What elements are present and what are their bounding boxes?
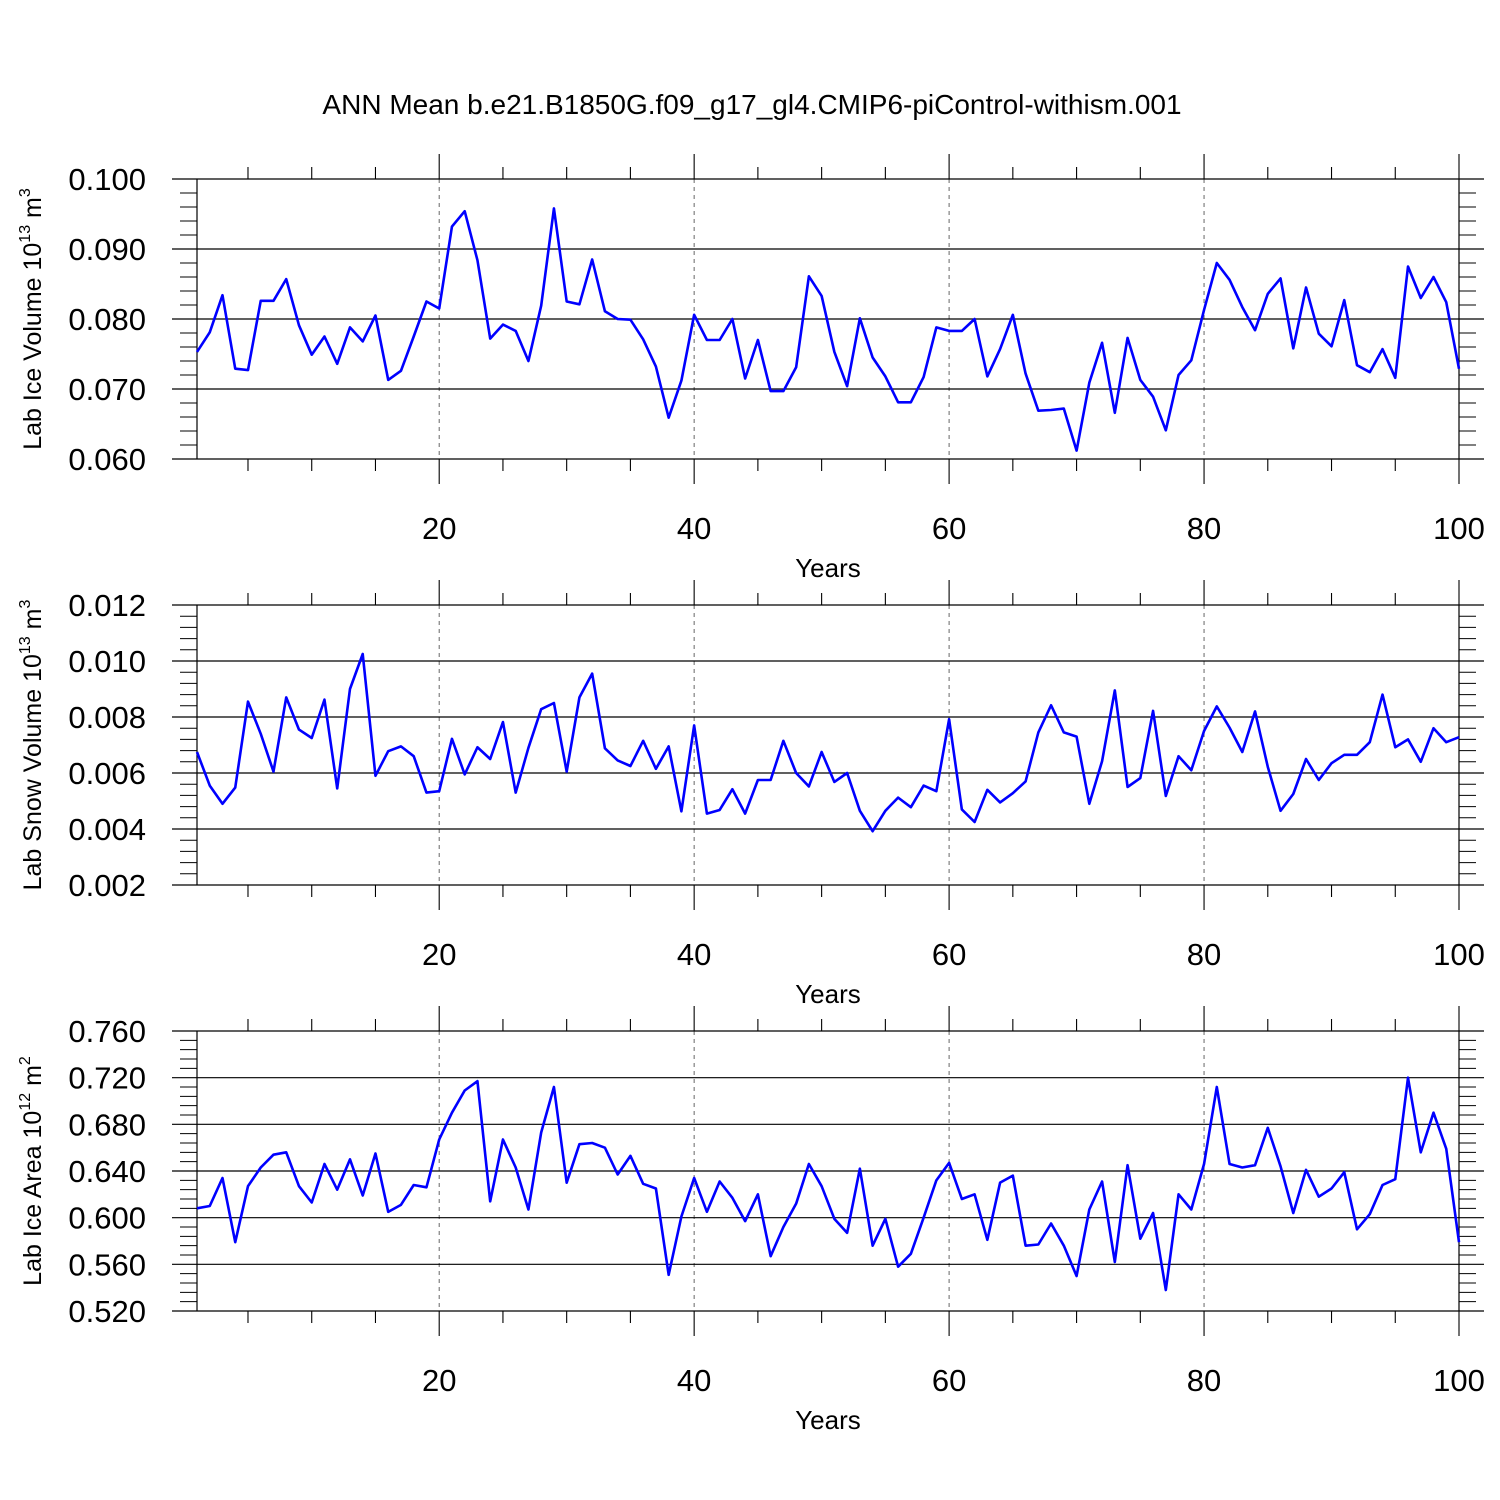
snow-volume-xtick-label: 60 [932, 937, 966, 972]
ice-volume-ylabel-main: Lab Ice Volume 10 [19, 243, 47, 450]
ice-area-ytick-label: 0.720 [68, 1061, 146, 1096]
ice-area-xlabel: Years [795, 1405, 861, 1435]
ice-area-series-line [196, 1076, 1461, 1292]
ice-area-panel: 0.520 0.560 0.600 0.640 0.680 0.720 0.760 20 40 6… [17, 1006, 1485, 1435]
snow-volume-xtick-label: 20 [422, 937, 456, 972]
ice-area-xtick-label: 80 [1187, 1363, 1221, 1398]
ice-volume-ylabel-unit: m [19, 197, 47, 225]
snow-volume-xlabel: Years [795, 979, 861, 1009]
ice-area-xtick-label: 20 [422, 1363, 456, 1398]
ice-volume-ylabel: Lab Ice Volume 1013 m3 [17, 188, 47, 450]
ice-volume-xtick-label: 80 [1187, 511, 1221, 546]
snow-volume-series-line [195, 652, 1460, 833]
ice-volume-xtick-label: 20 [422, 511, 456, 546]
ice-area-ylabel: Lab Ice Area 1012 m2 [17, 1056, 47, 1286]
snow-volume-panel: 0.002 0.004 0.006 0.008 0.010 0.012 20 40 60 80 10… [17, 580, 1485, 1009]
ice-area-ytick-label: 0.680 [68, 1107, 146, 1142]
snow-volume-ytick-label: 0.012 [68, 588, 146, 623]
ice-area-ylabel-main: Lab Ice Area 10 [19, 1111, 47, 1286]
ice-volume-ytick-label: 0.070 [68, 372, 146, 407]
ice-area-ytick-label: 0.760 [68, 1014, 146, 1049]
ice-volume-panel: 0.060 0.070 0.080 0.090 0.100 20 40 60 80 100 Year… [17, 154, 1485, 583]
snow-volume-ytick-label: 0.010 [68, 644, 146, 679]
ice-area-ylabel-unit: m [19, 1065, 47, 1093]
snow-volume-ytick-label: 0.002 [68, 868, 146, 903]
ice-area-xtick-label: 60 [932, 1363, 966, 1398]
ice-area-xtick-label: 100 [1433, 1363, 1485, 1398]
snow-volume-ylabel-unit-exp: 3 [17, 600, 34, 609]
ice-area-ytick-label: 0.640 [68, 1154, 146, 1189]
ice-volume-ytick-label: 0.100 [68, 162, 146, 197]
snow-volume-xtick-label: 100 [1433, 937, 1485, 972]
ice-volume-series-line [195, 207, 1461, 452]
ice-volume-xtick-label: 100 [1433, 511, 1485, 546]
ice-volume-ylabel-exp: 13 [17, 225, 34, 243]
ice-area-xtick-label: 40 [677, 1363, 711, 1398]
snow-volume-ylabel-main: Lab Snow Volume 10 [19, 654, 47, 890]
snow-volume-xtick-label: 80 [1187, 937, 1221, 972]
ice-area-ytick-label: 0.560 [68, 1247, 146, 1282]
ice-area-ytick-label: 0.520 [68, 1294, 146, 1329]
ice-volume-ylabel-unit-exp: 3 [17, 188, 34, 197]
ice-volume-xlabel: Years [795, 553, 861, 583]
snow-volume-xtick-label: 40 [677, 937, 711, 972]
figure-title: ANN Mean b.e21.B1850G.f09_g17_gl4.CMIP6-… [322, 89, 1181, 120]
snow-volume-ylabel-unit: m [19, 609, 47, 637]
snow-volume-ylabel-exp: 13 [17, 636, 34, 654]
ice-volume-ytick-label: 0.060 [68, 442, 146, 477]
snow-volume-ylabel: Lab Snow Volume 1013 m3 [17, 600, 47, 891]
ice-area-ytick-label: 0.600 [68, 1201, 146, 1236]
snow-volume-ytick-label: 0.008 [68, 700, 146, 735]
ice-volume-ytick-label: 0.080 [68, 302, 146, 337]
ice-volume-xtick-label: 60 [932, 511, 966, 546]
snow-volume-ytick-label: 0.004 [68, 812, 146, 847]
snow-volume-ytick-label: 0.006 [68, 756, 146, 791]
ice-area-ylabel-unit-exp: 2 [17, 1056, 34, 1065]
ice-volume-xtick-label: 40 [677, 511, 711, 546]
ice-volume-ytick-label: 0.090 [68, 232, 146, 267]
ice-area-ylabel-exp: 12 [17, 1093, 34, 1111]
